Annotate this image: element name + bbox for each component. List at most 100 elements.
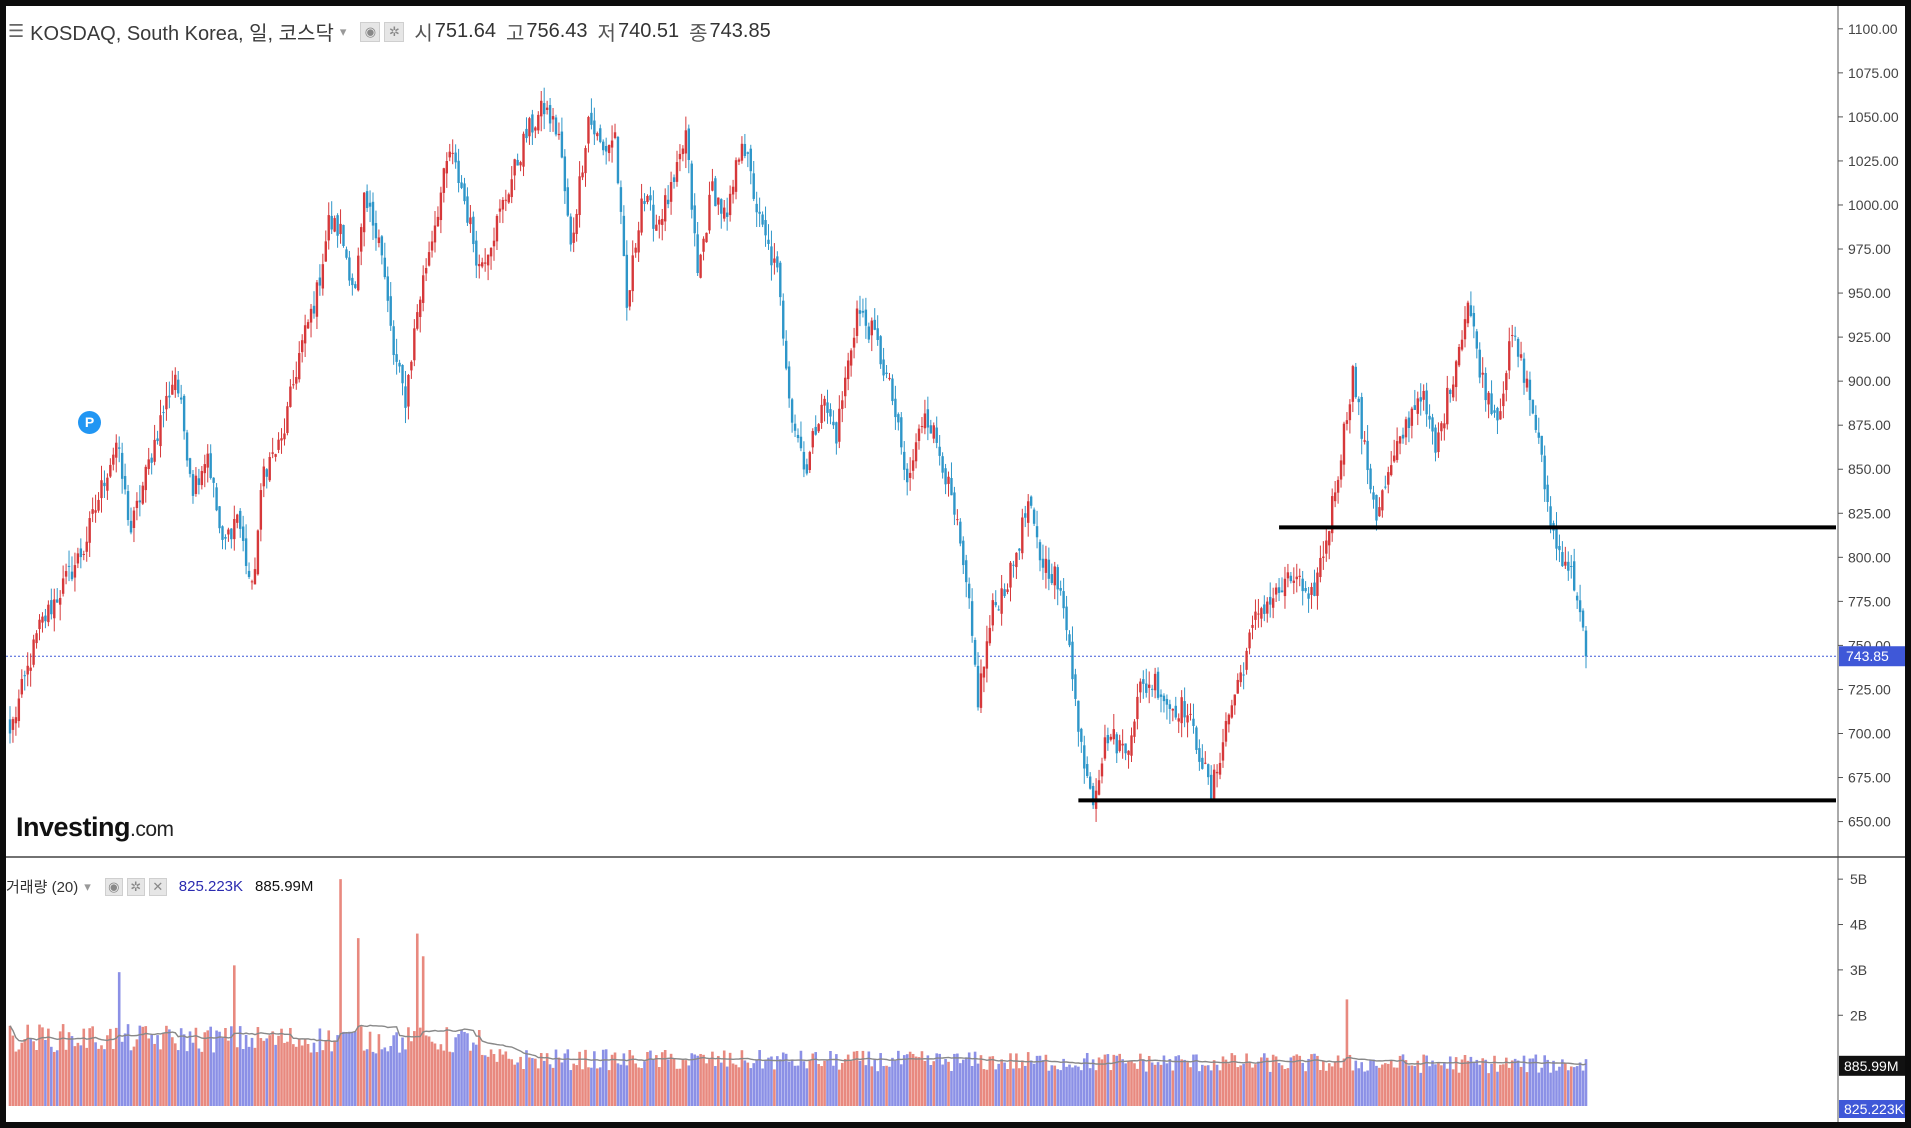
menu-icon[interactable]: ☰	[8, 21, 25, 41]
volume-bar	[1263, 1053, 1266, 1106]
volume-bar	[436, 1049, 440, 1106]
chevron-down-icon[interactable]: ▾	[84, 878, 91, 894]
volume-bar	[982, 1069, 986, 1106]
price-tick-label: 775.00	[1848, 593, 1891, 609]
candle-body	[424, 267, 428, 274]
candle-body	[76, 553, 80, 564]
volume-bar	[483, 1055, 487, 1106]
close-label: 종	[689, 23, 708, 45]
volume-bar	[1053, 1065, 1057, 1106]
volume-bar	[129, 1050, 133, 1106]
gear-icon[interactable]: ✲	[126, 877, 145, 896]
candle-body	[1139, 681, 1142, 693]
candle-body	[457, 160, 460, 183]
candle-body	[1198, 748, 1201, 762]
candle-body	[669, 182, 673, 202]
volume-bar	[1003, 1062, 1006, 1106]
candle-body	[649, 195, 652, 201]
candle-body	[1419, 397, 1422, 402]
volume-bar	[1032, 1063, 1036, 1106]
volume-bar	[1505, 1057, 1508, 1106]
candle-body	[23, 675, 26, 677]
volume-bar	[300, 1045, 304, 1106]
volume-bar	[829, 1050, 832, 1106]
gear-icon[interactable]: ✲	[384, 21, 405, 42]
volume-bar	[1564, 1062, 1567, 1106]
volume-bar	[684, 1060, 688, 1106]
candle-body	[1496, 407, 1499, 421]
candle-body	[1080, 728, 1083, 742]
volume-bar	[1100, 1059, 1104, 1106]
candle-body	[808, 452, 812, 470]
candle-body	[419, 299, 422, 318]
volume-bar	[1448, 1056, 1452, 1106]
volume-bar	[1419, 1072, 1423, 1106]
candle-body	[1118, 740, 1121, 751]
candle-body	[1581, 610, 1585, 628]
candle-body	[1322, 556, 1325, 558]
volume-bar	[1023, 1065, 1027, 1106]
candle-body	[1156, 671, 1160, 698]
volume-bar	[1481, 1058, 1485, 1106]
symbol-title[interactable]: KOSDAQ, South Korea, 일, 코스닥	[30, 23, 334, 45]
volume-bar	[542, 1060, 546, 1106]
volume-bar	[268, 1035, 272, 1106]
candle-body	[1221, 742, 1225, 761]
candle-body	[1425, 390, 1428, 415]
pattern-marker[interactable]: P	[78, 411, 101, 434]
eye-icon[interactable]: ◉	[104, 877, 123, 896]
candle-body	[545, 107, 549, 110]
volume-bar	[897, 1050, 900, 1106]
candle-body	[1310, 587, 1313, 595]
volume-bar	[1395, 1067, 1399, 1106]
volume-bar	[1215, 1064, 1219, 1106]
volume-bar	[1127, 1060, 1130, 1106]
volume-bar	[162, 1032, 165, 1106]
chevron-down-icon[interactable]: ▾	[339, 23, 347, 39]
volume-bar	[988, 1056, 992, 1106]
eye-icon[interactable]: ◉	[360, 21, 381, 42]
close-icon[interactable]: ✕	[148, 877, 167, 896]
candle-body	[725, 212, 729, 217]
volume-bar	[1085, 1052, 1089, 1106]
volume-bar	[994, 1069, 998, 1106]
volume-bar	[106, 1035, 109, 1106]
volume-bar	[1251, 1067, 1254, 1106]
candle-body	[1059, 588, 1062, 591]
candle-body	[802, 451, 806, 470]
candle-body	[820, 404, 823, 423]
volume-bar	[826, 1060, 829, 1106]
candle-body	[675, 162, 679, 182]
volume-bar	[1466, 1060, 1470, 1106]
candle-body	[292, 384, 295, 386]
candle-body	[655, 224, 658, 231]
volume-bar	[1363, 1071, 1366, 1106]
candle-body	[1074, 674, 1077, 699]
volume-label[interactable]: 거래량 (20)	[6, 879, 79, 896]
volume-bar	[1097, 1057, 1101, 1106]
volume-bar	[415, 933, 419, 1106]
volume-bar	[386, 1051, 390, 1106]
volume-bar	[218, 1031, 221, 1106]
candle-body	[427, 252, 431, 266]
volume-bar	[1277, 1062, 1281, 1106]
candle-body	[1499, 411, 1502, 420]
candle-body	[330, 215, 333, 230]
candle-body	[920, 426, 924, 428]
chart-canvas[interactable]: 1100.00 1075.00 1050.00 1025.00 1000.00 975.0…	[6, 6, 1905, 1122]
candle-body	[129, 520, 133, 533]
candle-body	[829, 409, 832, 417]
candle-body	[516, 159, 519, 166]
candle-body	[1298, 575, 1301, 577]
candle-body	[97, 499, 100, 511]
candle-body	[345, 249, 348, 258]
volume-bar	[294, 1046, 298, 1106]
candle-body	[684, 130, 688, 154]
volume-bar	[1351, 1070, 1355, 1106]
candle-body	[1431, 417, 1434, 432]
volume-bar	[1162, 1055, 1166, 1106]
volume-bar	[132, 1046, 136, 1106]
candle-body	[554, 117, 558, 135]
candle-body	[959, 521, 962, 544]
candle-body	[336, 215, 339, 236]
